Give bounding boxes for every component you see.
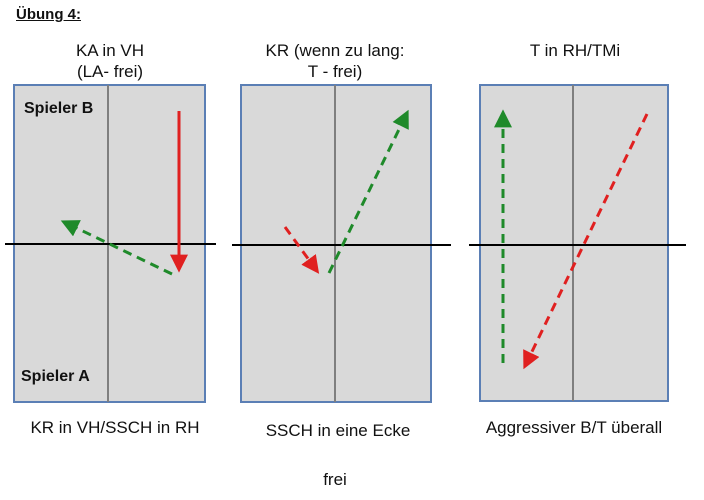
panel-1-table: [5, 84, 216, 403]
panel-1-bottom-label: KR in VH/SSCH in RH: [30, 418, 200, 437]
panel-2-table: [232, 84, 451, 403]
panel-3-table: [469, 84, 686, 402]
player-b-label: Spieler B: [24, 100, 94, 117]
player-a-label: Spieler A: [21, 368, 90, 385]
panel-2-bottom-label: SSCH in eine Ecke: [265, 421, 411, 440]
red-dashed-arrow: [523, 113, 649, 370]
exercise-title: Übung 4:: [16, 6, 81, 23]
red-dashed-arrow: [283, 226, 320, 274]
panel-3-caption: T in RH/TMi: [470, 40, 680, 61]
panel-2-caption-line2: T - frei): [307, 62, 363, 81]
panel-2-caption-line1: KR (wenn zu lang:: [265, 41, 405, 60]
panel-3-bottom-label: Aggressiver B/T überall: [485, 418, 663, 437]
green-dashed-arrow: [60, 220, 173, 276]
panel-1-caption: KA in VH (LA- frei): [10, 40, 210, 82]
panel-1-caption-line1: KA in VH: [75, 41, 145, 60]
panel-3-caption-line1: T in RH/TMi: [529, 41, 621, 60]
panel-2-caption: KR (wenn zu lang: T - frei): [230, 40, 440, 82]
panel-1-caption-line2: (LA- frei): [76, 62, 144, 81]
footer-label: frei: [323, 470, 347, 489]
